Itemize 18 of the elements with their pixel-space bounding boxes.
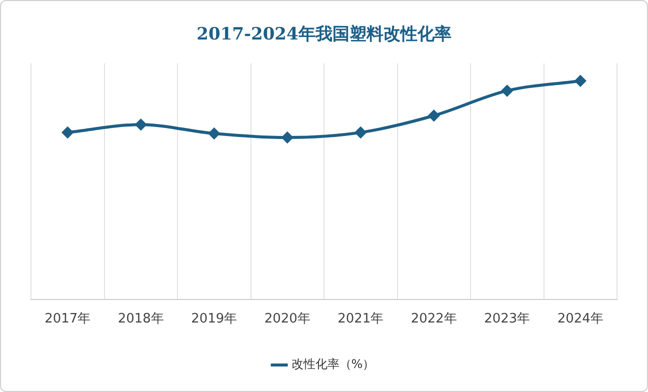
x-tick-label: 2020年	[264, 312, 310, 327]
point	[62, 126, 74, 138]
point	[574, 75, 586, 86]
x-tick-label: 2019年	[191, 312, 238, 327]
point	[428, 110, 440, 122]
chart-title: 2017-2024年我国塑料改性化率	[196, 24, 452, 45]
legend-label: 改性化率（%）	[291, 357, 375, 372]
point	[502, 85, 513, 96]
point	[282, 132, 293, 143]
x-tick-label: 2023年	[484, 312, 530, 327]
point	[355, 126, 366, 138]
x-tick-label: 2022年	[410, 312, 457, 327]
point	[208, 128, 220, 140]
x-tick-label: 2024年	[557, 312, 604, 327]
x-tick-label: 2021年	[338, 312, 384, 327]
x-tick-label: 2017年	[44, 312, 91, 327]
x-tick-label: 2018年	[118, 312, 164, 327]
point	[135, 119, 146, 130]
